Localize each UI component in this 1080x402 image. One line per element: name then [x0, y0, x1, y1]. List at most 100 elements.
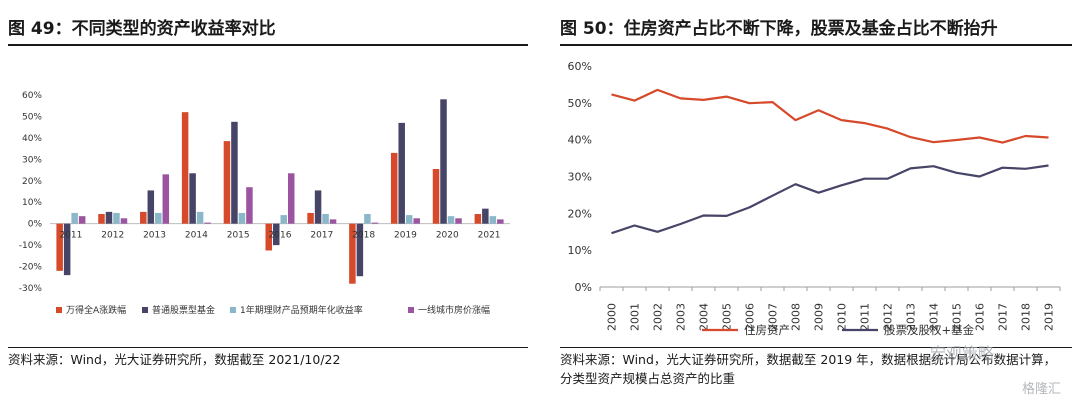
bar	[322, 214, 329, 224]
bar	[265, 223, 272, 251]
x-tick-label: 2012	[882, 303, 895, 331]
figure-49-panel: 图 49：不同类型的资产收益率对比 60% 50% 40% 30% 20% 10% 0% -1…	[0, 0, 536, 402]
x-tick-label: 2008	[790, 303, 803, 331]
bar	[489, 216, 497, 224]
legend-label: 一线城市房价涨幅	[418, 304, 490, 316]
x-tick-label: 2010	[836, 303, 849, 331]
bar	[120, 218, 128, 224]
x-tick-label: 2007	[767, 303, 780, 331]
source-rule	[8, 347, 528, 348]
y-tick-label: 40%	[568, 134, 592, 147]
x-tick-label: 2020	[436, 231, 459, 241]
bar	[238, 212, 246, 224]
x-tick-label: 2003	[675, 303, 688, 331]
x-tick-label: 2019	[394, 231, 417, 241]
bar	[71, 212, 78, 224]
source-rule	[560, 347, 1072, 348]
x-tick-label: 2017	[997, 303, 1010, 331]
bar	[413, 218, 420, 224]
bar	[349, 223, 356, 284]
x-tick-label: 2009	[813, 303, 826, 331]
x-tick-label: 2016	[974, 303, 987, 331]
bar	[455, 218, 462, 224]
y-tick-label: 50%	[22, 112, 42, 122]
watermark-logo-text: 格隆汇	[1022, 382, 1062, 397]
x-tick-label: 2011	[859, 303, 872, 331]
x-tick-label: 2004	[698, 303, 711, 331]
bar	[474, 214, 482, 224]
figure-49-source: 资料来源：Wind，光大证券研究所，数据截至 2021/10/22	[8, 352, 341, 367]
bar	[497, 219, 504, 224]
legend-swatch	[142, 307, 148, 313]
bar	[98, 214, 105, 224]
bar	[405, 215, 413, 224]
bar	[364, 214, 371, 224]
y-tick-label: 40%	[22, 134, 42, 144]
bar	[78, 216, 86, 224]
y-tick-label: 30%	[568, 171, 592, 184]
bar	[273, 223, 280, 246]
y-tick-label: 60%	[22, 91, 42, 101]
bar	[356, 223, 364, 277]
legend-swatch	[56, 307, 62, 313]
bar	[63, 223, 71, 276]
y-tick-label: -20%	[19, 263, 43, 273]
y-tick-label: 10%	[22, 198, 42, 208]
y-tick-label: 0%	[28, 220, 43, 230]
x-tick-label: 2011	[59, 231, 82, 241]
figure-50-panel: 图 50：住房资产占比不断下降，股票及基金占比不断抬升 60% 50% 40% 30%…	[552, 0, 1080, 402]
x-tick-label: 2019	[1043, 303, 1056, 331]
bar	[105, 211, 113, 224]
x-tick-label: 2005	[721, 303, 734, 331]
x-tick-label: 2013	[143, 231, 166, 241]
y-tick-label: 20%	[22, 177, 42, 187]
bar	[329, 219, 337, 224]
legend-label: 万得全A涨跌幅	[66, 304, 126, 316]
bar	[113, 212, 120, 224]
legend-label: 股票及股权+基金	[884, 323, 975, 337]
bar-chart: 60% 50% 40% 30% 20% 10% 0% -10% -20% -30% 2011 2012…	[19, 91, 510, 316]
x-tick-label: 2014	[928, 303, 941, 331]
x-tick-label: 2015	[227, 231, 250, 241]
y-tick-label: 20%	[568, 207, 592, 220]
x-tick-label: 2006	[744, 303, 757, 331]
x-tick-label: 2015	[951, 303, 964, 331]
title-rule	[8, 44, 528, 46]
x-tick-label: 2016	[269, 231, 292, 241]
bar	[482, 208, 489, 224]
figure-50-source-line-1: 资料来源：Wind，光大证券研究所，数据截至 2019 年，数据根据统计局公布数…	[560, 352, 1057, 367]
line-chart: 60% 50% 40% 30% 20% 10% 0% 2000 2001 2002 2003 2004…	[568, 60, 1061, 337]
x-tick-label: 2018	[1020, 303, 1033, 331]
y-tick-label: -30%	[19, 284, 43, 294]
bar	[162, 174, 170, 224]
bar	[246, 187, 253, 224]
figure-50-title: 图 50：住房资产占比不断下降，股票及基金占比不断抬升	[560, 19, 998, 39]
bar	[189, 173, 196, 224]
bar	[196, 211, 204, 224]
bar	[390, 152, 398, 224]
y-tick-label: 10%	[568, 244, 592, 257]
bar	[223, 141, 231, 224]
bar	[147, 190, 155, 224]
figure-50-source-line-2: 分类型资产规模占总资产的比重	[560, 371, 736, 386]
legend-swatch	[230, 307, 236, 313]
bar	[56, 223, 63, 271]
x-tick-label: 2021	[478, 231, 501, 241]
y-tick-label: 60%	[568, 60, 592, 73]
legend-label: 住房资产	[744, 323, 790, 337]
bar	[181, 112, 189, 224]
legend-label: 普通股票型基金	[152, 304, 215, 316]
x-tick-label: 2014	[185, 231, 208, 241]
x-tick-label: 2017	[310, 231, 333, 241]
bar	[280, 215, 287, 224]
x-tick-label: 2001	[629, 303, 642, 331]
x-tick-label: 2000	[606, 303, 619, 331]
bar	[204, 222, 211, 224]
bar	[398, 122, 405, 224]
bar	[231, 121, 238, 224]
bar	[140, 211, 147, 224]
bar	[288, 173, 295, 224]
bar	[447, 216, 455, 224]
bar	[432, 168, 440, 224]
x-tick-label: 2012	[101, 231, 124, 241]
